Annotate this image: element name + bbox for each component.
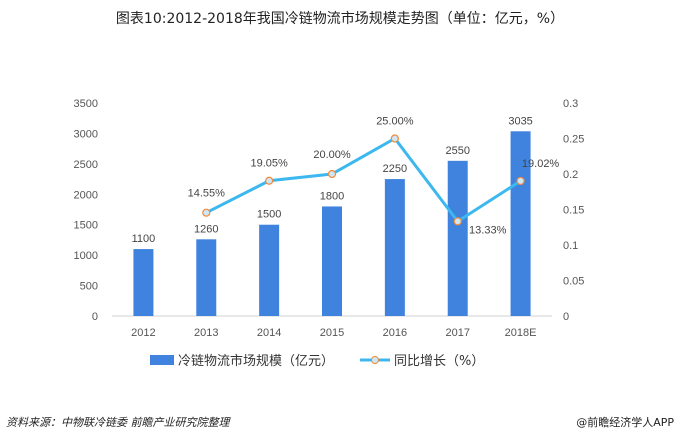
x-tick-label: 2018E (505, 327, 537, 339)
y-tick-label: 1000 (74, 250, 98, 262)
line-data-label: 19.02% (522, 158, 560, 170)
legend-line-label: 同比增长（%） (394, 354, 484, 369)
legend-line-marker (371, 356, 379, 364)
legend-bar-swatch (150, 355, 174, 365)
source-note: 资料来源：中物联冷链委 前瞻产业研究院整理 (6, 416, 230, 429)
growth-marker (265, 176, 274, 185)
growth-marker (390, 134, 399, 143)
x-tick-label: 2017 (445, 327, 469, 339)
line-data-label: 19.05% (250, 158, 288, 170)
y2-tick-label: 0.2 (563, 169, 578, 181)
bar (133, 249, 154, 316)
y2-tick-label: 0.1 (563, 240, 578, 252)
y-tick-label: 1500 (74, 220, 98, 232)
bar (322, 206, 342, 316)
bar (259, 224, 280, 316)
y2-tick-label: 0.25 (563, 134, 584, 146)
y2-tick-label: 0.3 (563, 98, 578, 110)
x-tick-label: 2014 (257, 327, 281, 339)
growth-marker (327, 169, 337, 179)
bar (447, 160, 468, 316)
y-tick-label: 3500 (74, 98, 98, 110)
y2-tick-label: 0.05 (563, 276, 584, 288)
x-tick-label: 2013 (194, 327, 218, 339)
bar (384, 179, 405, 316)
y2-tick-label: 0.15 (563, 205, 584, 217)
y-tick-label: 2000 (74, 189, 98, 201)
growth-line (205, 136, 522, 224)
line-data-label: 14.55% (188, 188, 226, 200)
legend-bar-label: 冷链物流市场规模（亿元） (178, 353, 334, 369)
bar-data-label: 3035 (508, 115, 532, 127)
x-tick-label: 2015 (320, 327, 344, 339)
bar-data-label: 1500 (257, 209, 281, 221)
bar-data-label: 1260 (194, 223, 218, 235)
line-data-label: 25.00% (376, 116, 414, 128)
line-data-label: 13.33% (469, 224, 507, 236)
y-tick-label: 2500 (74, 159, 98, 171)
x-tick-label: 2012 (131, 327, 155, 339)
x-tick-label: 2016 (383, 327, 407, 339)
y-tick-label: 500 (80, 281, 98, 293)
bar-data-label: 2250 (383, 163, 407, 175)
growth-marker (453, 217, 462, 226)
bar (196, 239, 217, 316)
bar-data-label: 2550 (445, 145, 469, 157)
credit-note: @前瞻经济学人APP (576, 416, 674, 429)
growth-marker (202, 208, 211, 217)
bar-data-label: 1100 (132, 233, 156, 245)
y-tick-label: 0 (92, 311, 98, 323)
bar-data-label: 1800 (320, 190, 344, 202)
y2-tick-label: 0 (563, 311, 569, 323)
chart-title: 图表10:2012-2018年我国冷链物流市场规模走势图（单位：亿元，%） (115, 11, 565, 27)
line-data-label: 20.00% (313, 149, 351, 161)
bar (510, 131, 531, 316)
y-tick-label: 3000 (74, 128, 98, 140)
growth-marker (516, 176, 525, 186)
